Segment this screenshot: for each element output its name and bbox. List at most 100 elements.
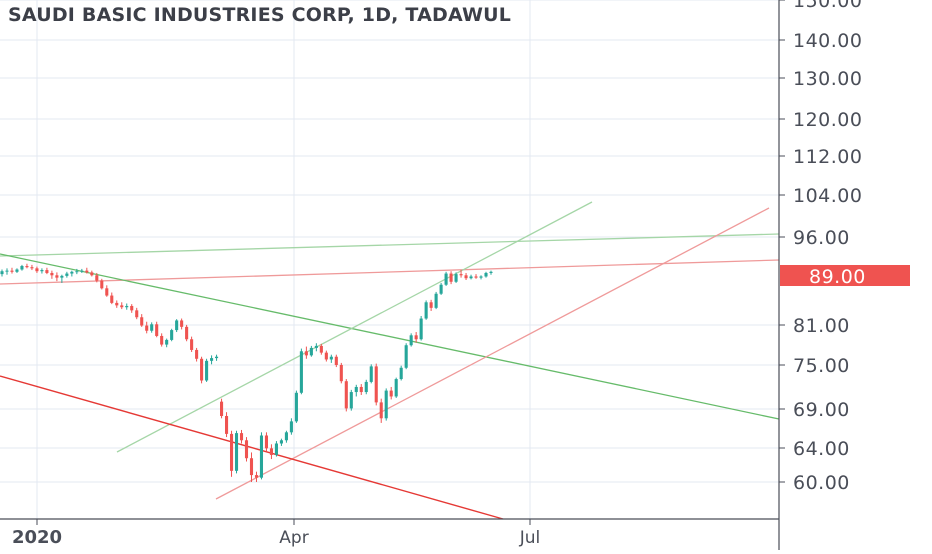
- candle: [429, 299, 433, 311]
- candle: [10, 267, 14, 274]
- candle: [284, 430, 288, 443]
- candle: [70, 270, 74, 277]
- candle: [60, 274, 64, 283]
- candle: [309, 345, 313, 357]
- price-tick-label: 64.00: [793, 438, 850, 460]
- candle: [404, 343, 408, 370]
- candle: [274, 441, 278, 457]
- candle: [339, 362, 343, 384]
- candle: [249, 452, 254, 482]
- red-ascending-channel-line[interactable]: [215, 207, 770, 500]
- green-horizontal-trendline[interactable]: [0, 233, 780, 257]
- candle: [145, 321, 149, 334]
- chart-title: SAUDI BASIC INDUSTRIES CORP, 1D, TADAWUL: [8, 4, 512, 26]
- candle: [0, 269, 4, 277]
- candle: [384, 388, 388, 421]
- candle: [259, 432, 264, 480]
- price-tick-label: 104.00: [793, 185, 862, 207]
- candle: [234, 430, 239, 474]
- candle: [344, 379, 348, 412]
- candle: [125, 303, 129, 310]
- time-tick-label: 2020: [12, 527, 62, 548]
- last-price-badge: [780, 265, 910, 286]
- candle: [224, 412, 229, 438]
- price-tick-label: 69.00: [793, 399, 850, 421]
- candle: [85, 267, 89, 274]
- candle: [279, 438, 283, 446]
- candle: [459, 270, 463, 278]
- candle: [229, 430, 234, 477]
- green-descending-trendline[interactable]: [0, 253, 780, 420]
- candle: [329, 354, 333, 363]
- candle: [35, 266, 39, 273]
- candle: [200, 356, 204, 384]
- candle: [185, 324, 189, 342]
- candle: [170, 328, 174, 342]
- candle: [369, 364, 373, 384]
- candle: [220, 398, 224, 419]
- candle: [215, 354, 219, 361]
- price-tick-label: 140.00: [793, 30, 862, 52]
- price-tick-label: 120.00: [793, 109, 862, 131]
- candle: [324, 350, 328, 362]
- candle: [195, 347, 199, 362]
- candle: [140, 314, 144, 327]
- green-ascending-channel-line[interactable]: [116, 201, 593, 453]
- time-tick-label: Apr: [279, 528, 308, 548]
- candle: [130, 304, 134, 313]
- candle: [180, 318, 184, 330]
- candle: [359, 384, 363, 395]
- candle: [80, 268, 84, 273]
- candle: [50, 270, 54, 279]
- candle: [165, 338, 169, 348]
- candle: [239, 429, 244, 444]
- candle: [40, 268, 44, 274]
- candle: [409, 333, 413, 347]
- price-tick-label: 60.00: [793, 472, 850, 494]
- candle: [269, 444, 273, 460]
- candle: [264, 432, 269, 452]
- candle: [289, 418, 293, 435]
- candle: [254, 471, 259, 482]
- candle: [115, 300, 119, 308]
- candle: [304, 346, 308, 359]
- price-tick-label: 81.00: [793, 315, 850, 337]
- candle: [389, 386, 393, 400]
- candle: [374, 363, 378, 406]
- candle: [424, 300, 428, 320]
- candle: [120, 302, 124, 310]
- candle: [349, 389, 353, 411]
- candle: [110, 292, 114, 305]
- candle: [319, 343, 323, 355]
- candle: [294, 390, 298, 423]
- price-tick-label: 150.00: [793, 0, 862, 12]
- candle: [419, 315, 423, 341]
- candle: [205, 358, 209, 382]
- last-price-label: 89.00: [809, 266, 866, 288]
- red-descending-trendline[interactable]: [0, 375, 504, 520]
- candle: [484, 271, 488, 278]
- time-tick-label: Jul: [519, 528, 541, 548]
- candle: [160, 333, 164, 347]
- candle: [394, 377, 398, 398]
- candle: [20, 264, 24, 271]
- candle: [155, 321, 159, 338]
- candle: [190, 336, 194, 352]
- candle: [439, 282, 443, 295]
- candle: [30, 264, 34, 271]
- candle: [464, 272, 468, 280]
- candle: [135, 307, 139, 320]
- candle: [454, 272, 458, 283]
- candle: [379, 398, 383, 423]
- price-tick-label: 112.00: [793, 146, 862, 168]
- candle: [474, 274, 478, 279]
- candle: [75, 268, 79, 275]
- red-horizontal-trendline[interactable]: [0, 259, 780, 285]
- price-tick-label: 130.00: [793, 68, 862, 90]
- candle: [299, 348, 303, 395]
- candle: [364, 379, 368, 395]
- candle: [489, 270, 493, 275]
- candle: [244, 437, 249, 462]
